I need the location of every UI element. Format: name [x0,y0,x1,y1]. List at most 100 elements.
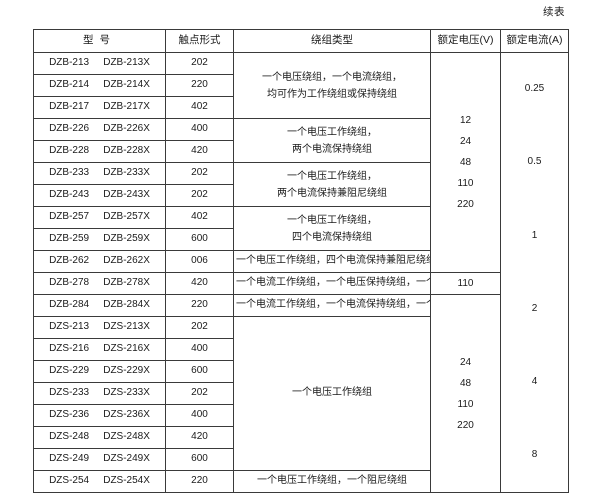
cell-contact-form: 220 [165,74,234,97]
cell-model: DZS-213 DZS-213X [33,316,166,339]
cell-model: DZB-217 DZB-217X [33,96,166,119]
model-code-variant: DZB-243X [103,189,150,201]
model-code-primary: DZB-262 [49,255,90,267]
cell-contact-form: 420 [165,140,234,163]
cell-contact-form: 600 [165,228,234,251]
model-code-variant: DZB-257X [103,211,150,223]
cell-rated-voltage: 12 24 48 110 220 [430,52,501,273]
cell-winding-type: 一个电流工作绕组，一个电流保持绕组，一个电压保持绕组 [233,294,431,317]
cell-model: DZB-278 DZB-278X [33,272,166,295]
cell-winding-type: 一个电压工作绕组， 两个电流保持绕组 [233,118,431,163]
model-code-variant: DZB-262X [103,255,150,267]
table-row: DZB-278 DZB-278X 420一个电流工作绕组，一个电压保持绕组，一个阻尼… [33,272,569,295]
winding-type-line: 一个电流工作绕组，一个电流保持绕组，一个电压保持绕组 [236,299,430,311]
cell-winding-type: 一个电压工作绕组， 四个电流保持绕组 [233,206,431,251]
cell-winding-type: 一个电压工作绕组，一个阻尼绕组 [233,470,431,493]
winding-type-line: 两个电流保持绕组 [292,143,372,155]
model-code-primary: DZB-217 [49,101,90,113]
cell-contact-form: 600 [165,360,234,383]
model-code-variant: DZS-254X [103,475,150,487]
header-rated-current: 额定电流(A) [500,29,569,53]
cell-winding-type: 一个电压工作绕组 [233,316,431,471]
rated-voltage-value: 24 [459,356,472,368]
rated-current-value: 8 [531,449,538,461]
model-code-primary: DZB-284 [49,299,90,311]
rated-voltage-value: 48 [459,377,472,389]
table-row: DZS-229 DZS-229X 600 [33,360,569,383]
cell-model: DZB-226 DZB-226X [33,118,166,141]
model-code-variant: DZS-216X [103,343,150,355]
model-code-primary: DZB-233 [49,167,90,179]
model-code-variant: DZS-249X [103,453,150,465]
winding-type-line: 四个电流保持绕组 [292,231,372,243]
cell-model: DZB-233 DZB-233X [33,162,166,185]
cell-contact-form: 402 [165,96,234,119]
cell-contact-form: 202 [165,162,234,185]
rated-voltage-value: 220 [457,199,474,210]
model-code-primary: DZS-229 [49,365,90,377]
table-row: DZB-233 DZB-233X 202 一个电压工作绕组， 两个电流保持兼阻尼绕组 [33,162,569,207]
winding-type-line: 一个电流工作绕组，一个电压保持绕组，一个阻尼绕组 [236,277,430,289]
model-code-primary: DZB-243 [49,189,90,201]
model-code-variant: DZB-284X [103,299,150,311]
cell-contact-form: 220 [165,470,234,493]
table-row: DZB-226 DZB-226X 400 一个电压工作绕组， 两个电流保持绕组 [33,118,569,163]
cell-contact-form: 600 [165,448,234,471]
rated-voltage-value: 110 [457,398,474,410]
rated-voltage-value: 220 [457,419,474,431]
winding-type-line: 一个电压工作绕组，一个阻尼绕组 [257,475,407,487]
winding-type-line: 一个电压工作绕组， [287,126,377,138]
table-row: DZB-259 DZB-259X 600 [33,228,569,251]
cell-model: DZB-284 DZB-284X [33,294,166,317]
rated-current-value: 1 [531,229,538,241]
model-code-primary: DZS-248 [49,431,90,443]
cell-model: DZB-262 DZB-262X [33,250,166,273]
cell-contact-form: 202 [165,316,234,339]
cell-winding-type: 一个电压绕组，一个电流绕组， 均可作为工作绕组或保持绕组 [233,52,431,119]
model-code-primary: DZB-278 [49,277,90,289]
model-code-variant: DZB-217X [103,101,150,113]
spec-table-wrapper: 型号 触点形式 绕组类型 额定电压(V) 额定电流(A) DZB-213 DZB-… [33,29,569,493]
winding-type-line: 两个电流保持兼阻尼绕组 [277,187,387,199]
table-row: DZB-214 DZB-214X 220 [33,74,569,97]
cell-contact-form: 420 [165,426,234,449]
model-code-variant: DZS-229X [103,365,150,377]
cell-model: DZB-228 DZB-228X [33,140,166,163]
relay-spec-table: 型号 触点形式 绕组类型 额定电压(V) 额定电流(A) DZB-213 DZB-… [33,29,569,493]
rated-current-value: 4 [531,375,538,387]
cell-model: DZB-213 DZB-213X [33,52,166,75]
table-page: 续表 型号 触点形式 绕组类型 额定电压(V) 额定电流(A) [33,6,569,493]
model-code-primary: DZB-259 [49,233,90,245]
cell-model: DZB-243 DZB-243X [33,184,166,207]
model-code-primary: DZB-213 [49,57,90,69]
cell-rated-voltage: 24 48 110 220 [430,294,501,493]
cell-model: DZS-254 DZS-254X [33,470,166,493]
cell-model: DZB-257 DZB-257X [33,206,166,229]
model-code-variant: DZB-213X [103,57,150,69]
model-code-variant: DZB-259X [103,233,150,245]
rated-current-value: 0.25 [524,83,545,95]
winding-type-line: 均可作为工作绕组或保持绕组 [267,88,397,100]
model-code-primary: DZS-236 [49,409,90,421]
cell-model: DZS-236 DZS-236X [33,404,166,427]
model-code-primary: DZB-257 [49,211,90,223]
model-code-primary: DZB-226 [49,123,90,135]
winding-type-line: 一个电压工作绕组， [287,170,377,182]
cell-model: DZS-233 DZS-233X [33,382,166,405]
cell-model: DZS-229 DZS-229X [33,360,166,383]
header-winding-type: 绕组类型 [233,29,431,53]
model-code-variant: DZB-278X [103,277,150,289]
rated-current-value: 0.5 [527,156,542,168]
model-code-primary: DZS-249 [49,453,90,465]
table-row: DZB-213 DZB-213X 202 一个电压绕组，一个电流绕组， 均可作为工作绕组… [33,52,569,493]
cell-contact-form: 400 [165,118,234,141]
rated-voltage-value: 24 [459,136,472,147]
table-row: DZB-284 DZB-284X 220 一个电流工作绕组，一个电流保持绕组，一个电压… [33,294,569,493]
model-code-primary: DZB-228 [49,145,90,157]
header-model-label-b: 号 [99,34,116,47]
cell-winding-type: 一个电流工作绕组，一个电压保持绕组，一个阻尼绕组 [233,272,431,295]
model-code-variant: DZS-236X [103,409,150,421]
model-code-variant: DZB-233X [103,167,150,179]
header-row: 型号 触点形式 绕组类型 额定电压(V) 额定电流(A) [33,29,569,53]
header-model: 型号 [33,29,166,53]
